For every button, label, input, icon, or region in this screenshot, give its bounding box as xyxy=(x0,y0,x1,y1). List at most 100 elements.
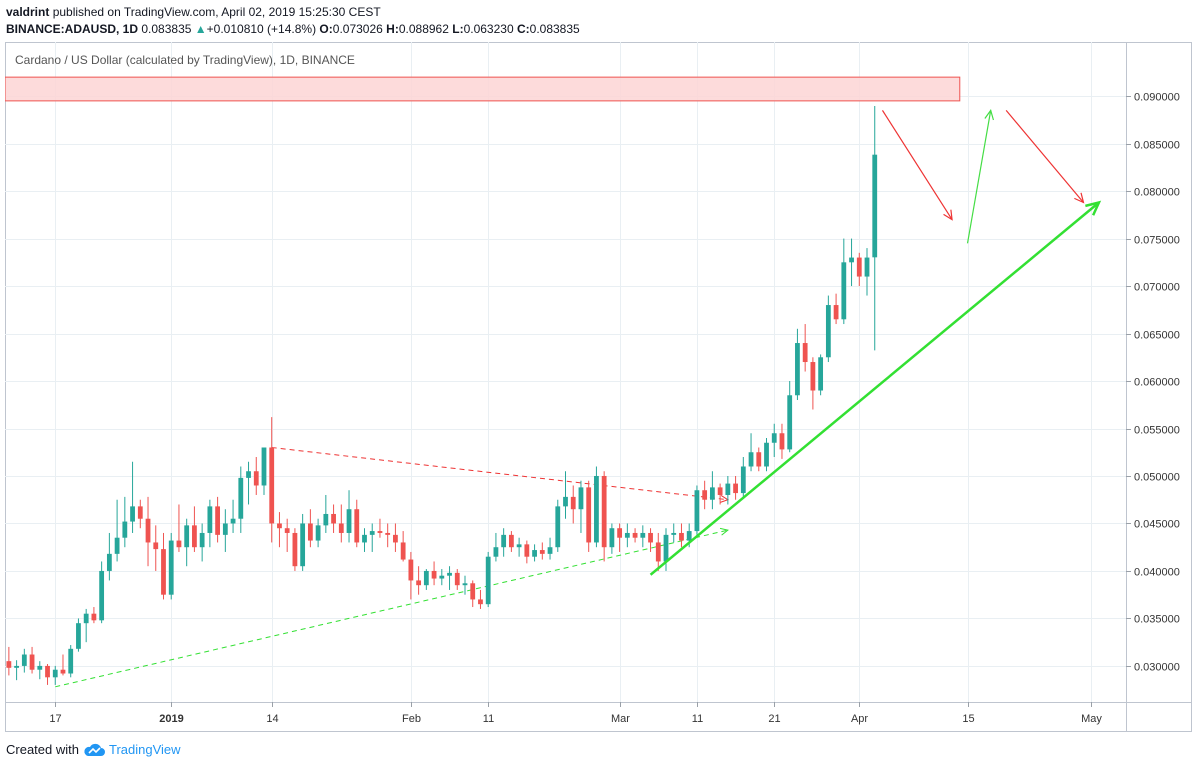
projection-arrow-down-1 xyxy=(881,110,953,220)
candle-body xyxy=(833,305,839,320)
tradingview-brand[interactable]: TradingView xyxy=(108,742,181,757)
time-tick-label: 15 xyxy=(962,713,974,725)
candle-body xyxy=(810,362,816,391)
candle-body xyxy=(52,669,58,678)
candle-body xyxy=(841,262,847,320)
price-tick-label: 0.075000 xyxy=(1134,235,1180,247)
candle-body xyxy=(563,496,568,507)
projection-arrow-down-1-head xyxy=(943,209,953,221)
symbol-label: BINANCE:ADAUSD, 1D xyxy=(6,22,139,36)
candle-body xyxy=(462,583,468,586)
annotations-back xyxy=(4,76,961,688)
candle-body xyxy=(818,357,824,391)
candle-body xyxy=(748,452,754,467)
candle-body xyxy=(153,542,159,550)
candle-body xyxy=(547,547,553,554)
price-tick-label: 0.040000 xyxy=(1134,567,1180,579)
candle-body xyxy=(292,532,298,567)
ascending-support-line xyxy=(649,201,1100,576)
last-price: 0.083835 xyxy=(141,22,192,36)
high-value: 0.088962 xyxy=(398,22,449,36)
candle-body xyxy=(431,570,437,579)
candle-body xyxy=(207,506,213,533)
time-tick-label: 11 xyxy=(483,713,494,725)
projection-arrow-down-2 xyxy=(1005,109,1084,203)
open-value: 0.073026 xyxy=(332,22,383,36)
tradingview-cloud-icon xyxy=(84,743,105,756)
candle-body xyxy=(215,506,221,535)
candle-body xyxy=(137,506,143,519)
candle-body xyxy=(99,570,105,621)
candle-body xyxy=(740,466,746,494)
candle-body xyxy=(849,257,854,263)
candle-body xyxy=(192,525,197,548)
candle-body xyxy=(184,525,190,548)
candle-body xyxy=(493,547,499,557)
candle-body xyxy=(106,553,112,571)
time-tick-label: Apr xyxy=(851,713,868,725)
candle-body xyxy=(45,665,50,678)
candle-body xyxy=(423,570,429,586)
time-tick-label: 17 xyxy=(49,713,61,725)
close-value: 0.083835 xyxy=(529,22,580,36)
candle-body xyxy=(300,523,306,567)
price-axis[interactable]: 0.030000 0.035000 0.040000 0.045000 0.050000… xyxy=(1126,92,1180,674)
price-tick-label: 0.070000 xyxy=(1134,282,1180,294)
candle-body xyxy=(253,471,259,486)
candle-body xyxy=(14,665,19,668)
candle-body xyxy=(37,665,43,670)
candle-body xyxy=(393,534,398,543)
resistance-zone xyxy=(4,76,961,102)
candle-body xyxy=(400,542,406,560)
candles[interactable] xyxy=(6,105,878,685)
ascending-support-line-head xyxy=(1085,200,1102,216)
price-chart[interactable]: 0.030000 0.035000 0.040000 0.045000 0.050000… xyxy=(4,42,1192,732)
time-axis[interactable]: 17 2019 14 Feb 11 Mar 11 21 Apr 15 May xyxy=(49,702,1102,725)
candle-body xyxy=(686,531,692,541)
candle-body xyxy=(802,343,808,363)
candle-body xyxy=(246,471,251,478)
candle-body xyxy=(447,572,452,576)
open-label: O: xyxy=(319,22,333,36)
candle-body xyxy=(362,534,367,543)
candle-body xyxy=(76,623,81,649)
grid xyxy=(5,42,1126,702)
chart-panel[interactable]: 0.030000 0.035000 0.040000 0.045000 0.050000… xyxy=(4,42,1192,732)
candle-body xyxy=(21,654,27,666)
projection-arrow-up xyxy=(966,110,992,244)
candle-body xyxy=(648,532,653,543)
candle-body xyxy=(702,490,708,500)
candle-body xyxy=(624,532,630,538)
dashed-ascending-trendline-head xyxy=(719,527,729,536)
candle-body xyxy=(122,521,128,538)
publish-info: valdrint published on TradingView.com, A… xyxy=(6,5,381,19)
candle-body xyxy=(269,447,275,524)
candle-body xyxy=(733,483,738,494)
candle-body xyxy=(485,556,491,605)
candle-body xyxy=(671,532,677,535)
ohlc-header: BINANCE:ADAUSD, 1D 0.083835 ▲+0.010810 (… xyxy=(6,22,580,36)
chart-border xyxy=(5,42,1192,732)
candle-body xyxy=(555,506,561,548)
candle-body xyxy=(663,534,669,562)
candle-body xyxy=(346,509,352,533)
candle-body xyxy=(439,575,445,579)
candle-body xyxy=(539,550,545,554)
dashed-descending-trendline xyxy=(271,446,728,501)
price-tick-label: 0.085000 xyxy=(1134,140,1180,152)
candle-body xyxy=(331,513,336,524)
author-name[interactable]: valdrint xyxy=(6,5,50,19)
price-tick-label: 0.050000 xyxy=(1134,472,1180,484)
candle-body xyxy=(261,447,267,486)
candle-body xyxy=(601,475,607,548)
candle-body xyxy=(694,490,700,532)
created-with-label: Created with xyxy=(6,742,79,757)
candle-body xyxy=(655,542,661,562)
candle-body xyxy=(199,532,205,548)
candle-body xyxy=(83,613,89,624)
candle-body xyxy=(369,531,375,535)
candle-body xyxy=(717,487,723,495)
projection-arrow-up-head xyxy=(984,109,995,121)
published-text: published on TradingView.com, April 02, … xyxy=(52,5,381,19)
dashed-ascending-trendline xyxy=(55,529,728,688)
